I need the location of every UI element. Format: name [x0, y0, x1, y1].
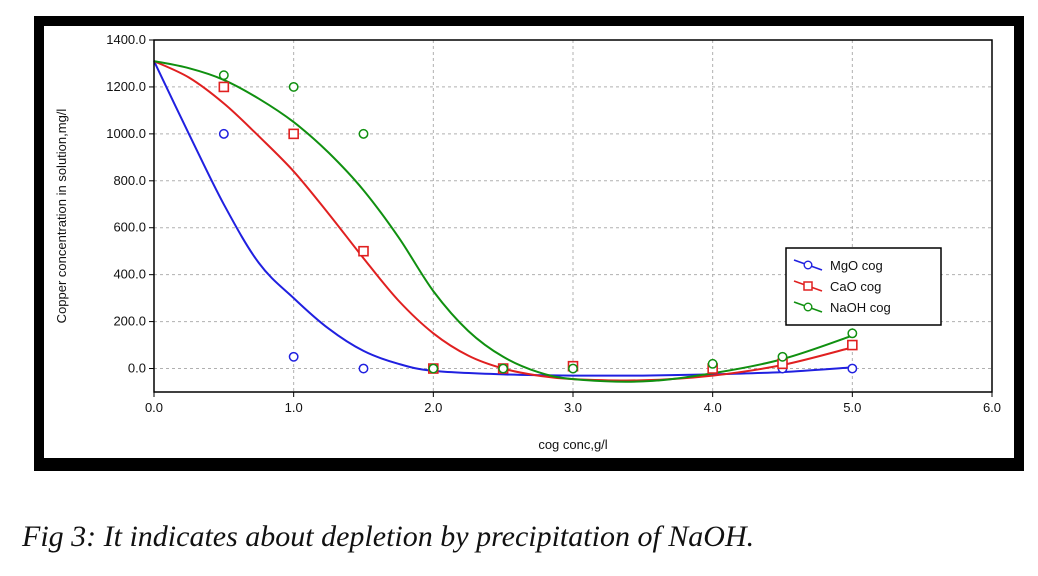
- mgo-cog-point: [218, 128, 229, 139]
- naoh-cog-point: [568, 363, 578, 374]
- y-tick-label: 1000.0: [106, 126, 146, 141]
- naoh-cog-point: [428, 363, 439, 374]
- cao-cog-point: [218, 81, 230, 93]
- naoh-cog-point: [777, 351, 788, 362]
- x-tick-label: 4.0: [704, 400, 722, 415]
- x-tick-label: 2.0: [424, 400, 442, 415]
- mgo-cog-point: [288, 351, 299, 362]
- mgo-cog-legend-label: MgO cog: [830, 258, 883, 273]
- naoh-cog-fit-curve: [153, 60, 853, 383]
- y-tick-label: 800.0: [113, 173, 146, 188]
- data-points: [218, 70, 858, 374]
- x-tick-label: 6.0: [983, 400, 1001, 415]
- y-axis-ticks: 1400.0 1200.0 1000.0 800.0 600.0 400.0 200.0 0.…: [106, 32, 154, 376]
- naoh-cog-point: [358, 128, 369, 139]
- cao-cog-point: [288, 128, 299, 140]
- naoh-cog-point: [218, 70, 229, 81]
- y-tick-label: 0.0: [128, 361, 146, 376]
- y-axis-label: Copper concentration in solution,mg/l: [54, 109, 69, 324]
- naoh-cog-point: [288, 81, 299, 92]
- y-tick-label: 400.0: [113, 267, 146, 282]
- y-tick-label: 1400.0: [106, 32, 146, 47]
- x-tick-label: 0.0: [145, 400, 163, 415]
- cao-cog-legend-label: CaO cog: [830, 279, 881, 294]
- cao-cog-point: [358, 245, 369, 257]
- x-tick-label: 3.0: [564, 400, 582, 415]
- mgo-cog-legend-marker: [803, 260, 813, 270]
- naoh-cog-legend-label: NaOH cog: [830, 300, 891, 315]
- mgo-cog-point: [358, 363, 369, 374]
- y-tick-label: 600.0: [113, 220, 146, 235]
- y-tick-label: 1200.0: [106, 79, 146, 94]
- fit-curves: [153, 60, 853, 383]
- cao-cog-legend-marker: [803, 281, 813, 291]
- naoh-cog-point: [847, 328, 858, 339]
- chart-frame: 0.0 1.0 2.0 3.0 4.0 5.0 6.0 1400.0 1200.0 1000.0…: [34, 16, 1024, 471]
- chart-svg: 0.0 1.0 2.0 3.0 4.0 5.0 6.0 1400.0 1200.0 1000.0…: [44, 26, 1014, 458]
- y-tick-label: 200.0: [113, 314, 146, 329]
- x-tick-label: 5.0: [843, 400, 861, 415]
- figure-caption: Fig 3: It indicates about depletion by p…: [22, 520, 755, 553]
- naoh-cog-point: [498, 363, 509, 374]
- naoh-cog-legend-marker: [803, 302, 813, 312]
- naoh-cog-point: [707, 358, 718, 369]
- x-tick-label: 1.0: [285, 400, 303, 415]
- cao-cog-point: [847, 339, 858, 351]
- x-axis-label: cog conc,g/l: [538, 437, 607, 452]
- mgo-cog-point: [847, 363, 858, 374]
- x-axis-ticks: 0.0 1.0 2.0 3.0 4.0 5.0 6.0: [145, 392, 1001, 415]
- legend: MgO cog CaO cog NaOH cog: [785, 247, 942, 326]
